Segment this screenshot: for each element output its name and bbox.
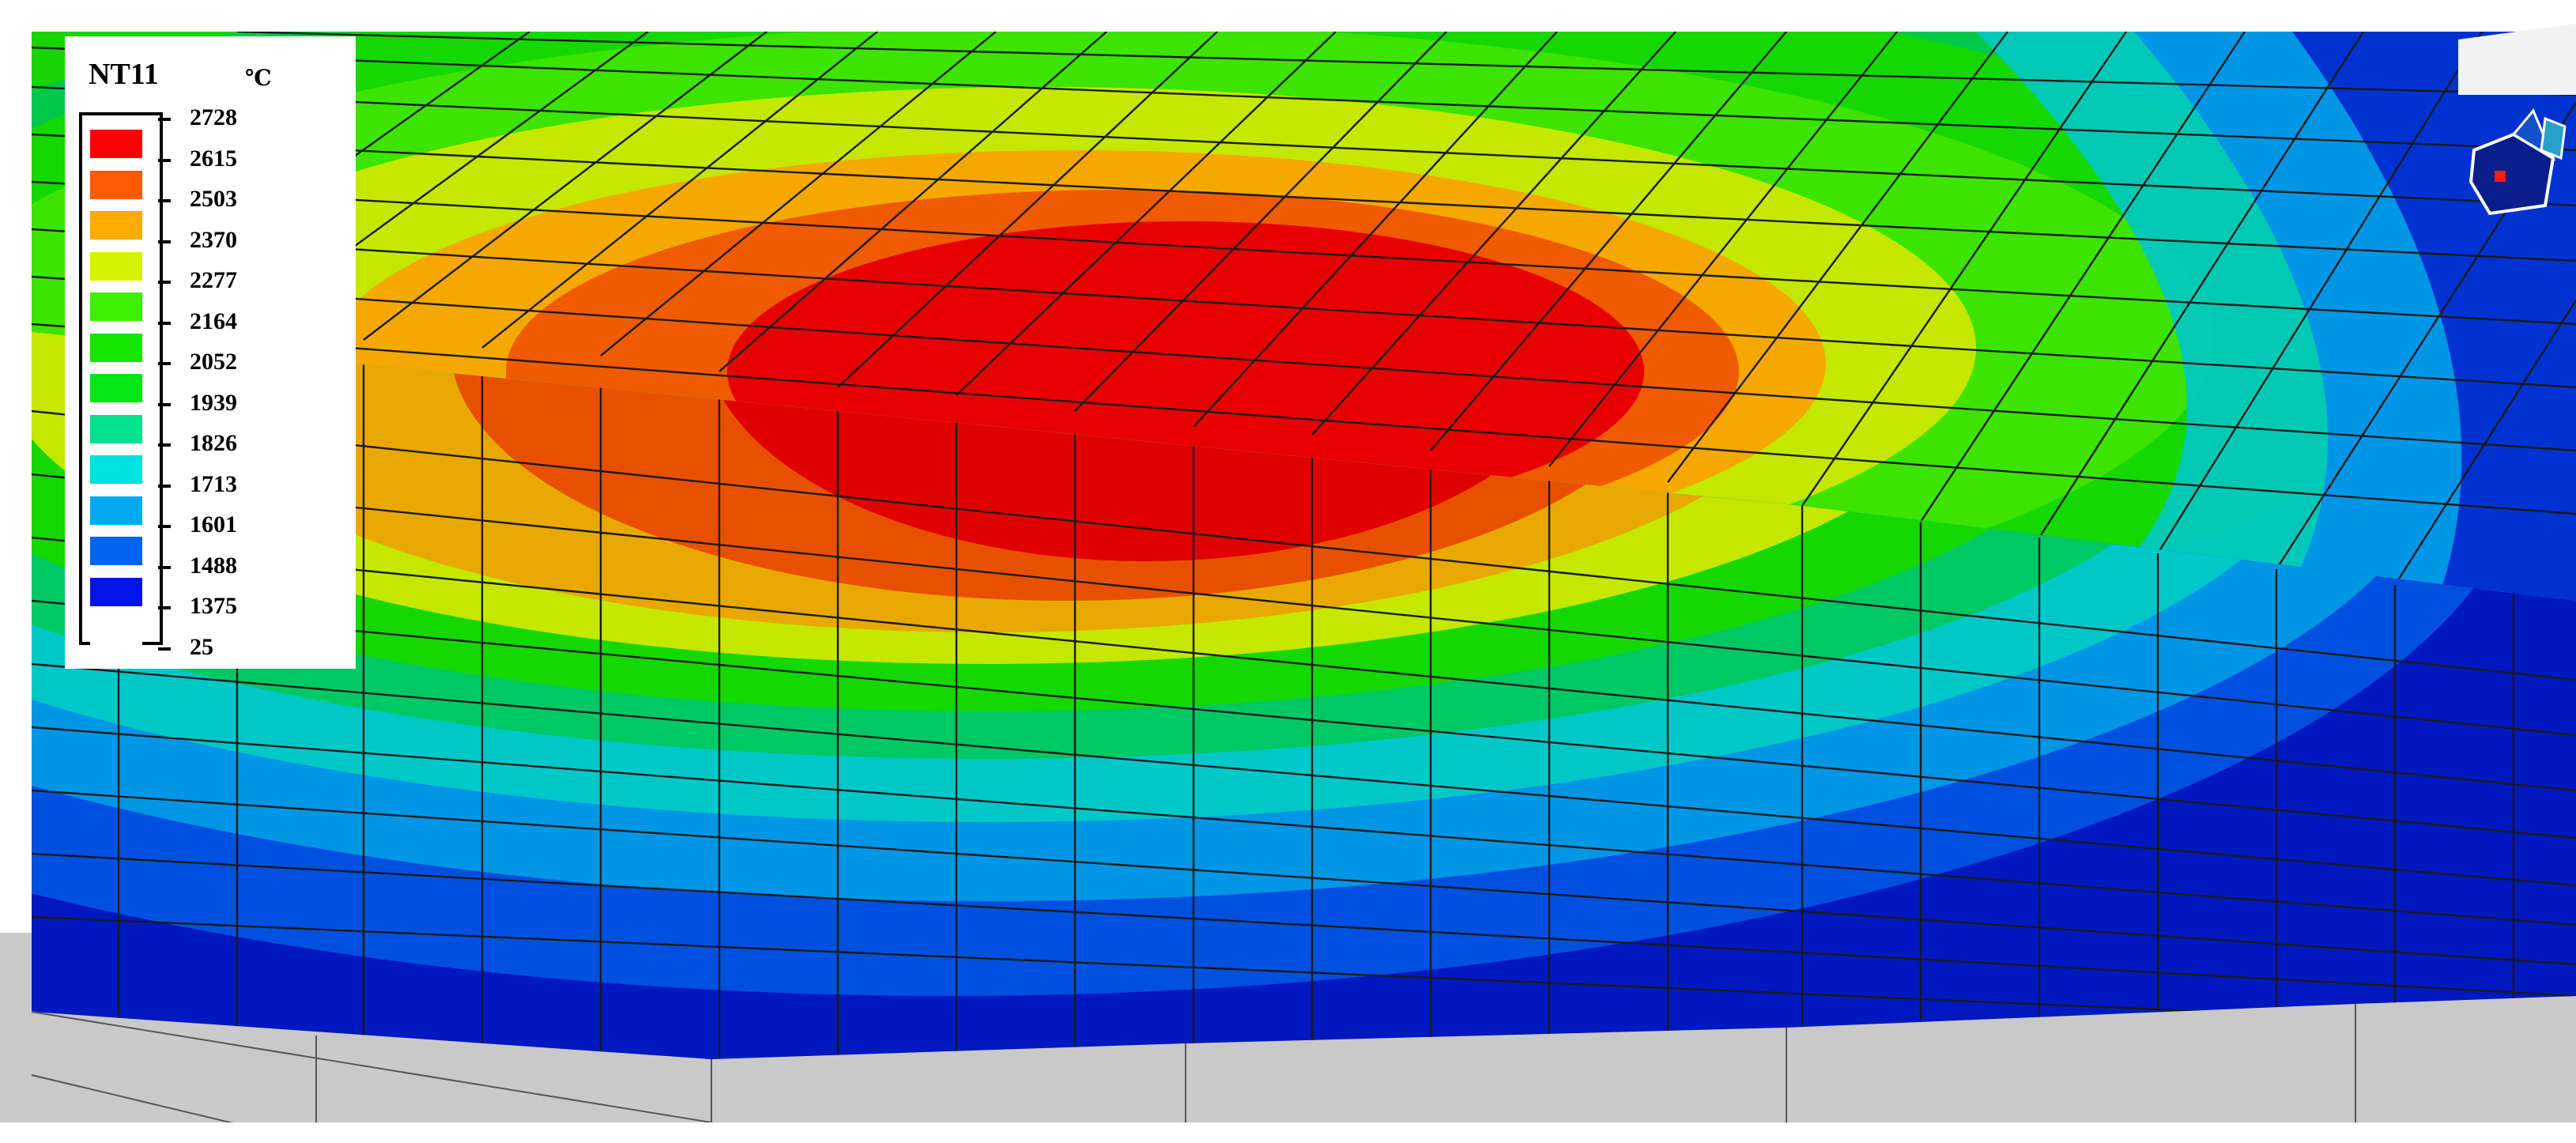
legend-tick <box>158 362 171 365</box>
legend-value-label: 1601 <box>190 511 237 538</box>
legend-swatch <box>90 170 142 199</box>
view-triad-icon[interactable] <box>2458 24 2569 229</box>
legend-tick <box>158 606 171 609</box>
legend-swatch <box>90 374 142 402</box>
legend-unit: ℃ <box>245 66 272 91</box>
legend-swatch <box>90 496 142 525</box>
legend-tick <box>158 484 171 488</box>
legend-value-label: 1713 <box>190 470 237 497</box>
legend-tick <box>158 321 171 325</box>
legend-value-label: 1488 <box>190 552 237 579</box>
legend-value-label: 1375 <box>190 593 237 619</box>
contour-legend: NT11 ℃ 2728 2615 2503 2370 2277 2164 2052 1939 1… <box>65 36 356 669</box>
legend-tick <box>158 647 171 651</box>
legend-tick <box>158 565 171 569</box>
legend-swatch <box>90 577 142 606</box>
legend-swatch <box>90 251 142 281</box>
legend-value-label: 1939 <box>190 389 237 416</box>
legend-tick <box>158 525 171 528</box>
legend-value-label: 2277 <box>190 267 237 293</box>
legend-value-label: 2052 <box>190 349 237 375</box>
legend-value-label: 25 <box>190 633 213 660</box>
bottom-margin <box>0 1122 2576 1143</box>
legend-tick <box>158 118 171 121</box>
legend-swatch <box>90 414 142 443</box>
background-corner <box>2458 24 2576 95</box>
legend-tick <box>158 443 171 447</box>
legend-swatch <box>90 333 142 362</box>
legend-tick <box>158 240 171 243</box>
legend-swatch <box>90 455 142 484</box>
legend-swatch <box>90 618 142 647</box>
legend-value-label: 1826 <box>190 430 237 456</box>
legend-tick <box>158 199 171 202</box>
legend-value-label: 2503 <box>190 186 237 212</box>
legend-swatch <box>90 211 142 240</box>
legend-title: NT11 <box>89 58 159 91</box>
legend-value-label: 2728 <box>190 104 237 130</box>
legend-swatch <box>90 130 142 158</box>
legend-swatch <box>90 537 142 565</box>
mesh-side <box>32 340 2576 1059</box>
legend-value-label: 2164 <box>190 307 237 334</box>
legend-color-bar <box>79 112 163 647</box>
legend-value-label: 2615 <box>190 145 237 172</box>
legend-tick <box>158 402 171 406</box>
legend-tick <box>158 158 171 162</box>
legend-value-label: 2370 <box>190 226 237 253</box>
legend-tick <box>158 281 171 284</box>
legend-swatch <box>90 292 142 321</box>
